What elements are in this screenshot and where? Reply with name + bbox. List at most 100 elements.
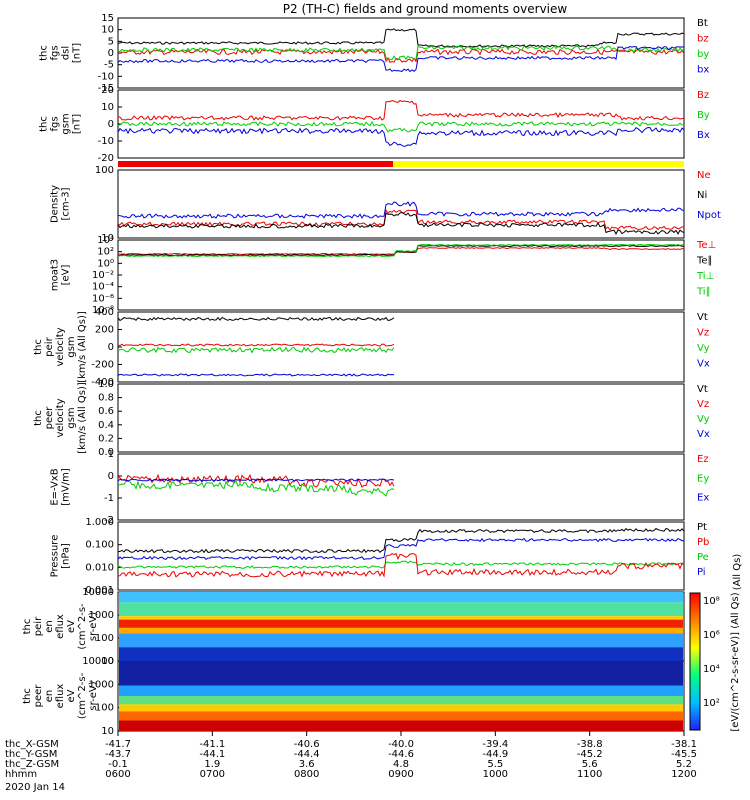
fgs-gsm-ytick: -20 — [98, 153, 114, 164]
peir-spec-ylabel-line: eflux — [55, 614, 66, 639]
density-ylabel-line: [cm-3] — [61, 187, 72, 220]
temperature-legend-entry: Te∥ — [696, 256, 713, 267]
peir-spec-ylabel-line: (cm^2-s- — [77, 603, 88, 650]
peir-spectrogram-band — [119, 619, 683, 628]
chart-title: P2 (TH-C) fields and ground moments over… — [283, 2, 568, 16]
temperature-legend-entry: Ti∥ — [696, 287, 711, 298]
peir-velocity-legend-entry: Vt — [697, 312, 708, 323]
fgs-dsl-legend-entry: by — [697, 49, 709, 60]
peer-velocity-legend-entry: Vy — [697, 414, 710, 425]
temperature-ytick: 10⁻⁸ — [92, 305, 114, 316]
peer-spec-ytick: 10000 — [82, 656, 114, 667]
ez-series — [117, 473, 395, 488]
peer-spectrogram-band — [119, 711, 683, 721]
fgs-gsm-legend-entry: Bz — [697, 90, 709, 101]
peir-spectrogram-band — [119, 616, 683, 620]
density-legend-entry: Ni — [697, 190, 707, 201]
efield-legend-entry: Ez — [697, 454, 709, 465]
x-row-value: 3.6 — [299, 759, 315, 770]
fgs-dsl-ytick: 5 — [108, 36, 114, 47]
bt-series — [117, 28, 685, 48]
fgs-dsl-ytick: 0 — [108, 48, 114, 59]
peir-spectrogram-band — [119, 647, 683, 661]
peer-velocity-legend-entry: Vt — [697, 384, 708, 395]
pressure-legend-entry: Pb — [697, 537, 709, 548]
peer-spec-ylabel-line: peer — [33, 684, 44, 708]
pe-series — [117, 560, 685, 569]
peer-spec-ylabel: thcpeerenefluxeV(cm^2-s-sr-eV) — [22, 672, 99, 719]
panels: 151050-5-10-15thcfgsdsl[nT]Btbzbybx20100… — [22, 13, 743, 737]
peir-spectrogram-band — [119, 627, 683, 634]
peer-velocity-frame — [117, 383, 685, 453]
x-row-value: 1.9 — [204, 759, 220, 770]
peer-spec-ylabel-line: sr-eV) — [88, 681, 99, 710]
x-row-value: -45.5 — [671, 749, 697, 760]
efield-ylabel-line: [mV/m] — [61, 468, 72, 506]
gsm-bz-series — [117, 99, 685, 121]
peir-vz-series — [117, 343, 395, 347]
x-row-value: 0600 — [105, 769, 130, 780]
density-legend-entry: Ne — [697, 170, 711, 181]
x-row-value: -40.6 — [294, 739, 320, 750]
x-row-value: 1200 — [671, 769, 696, 780]
fgs-dsl-ytick: -10 — [98, 71, 114, 82]
pressure-legend-entry: Pt — [697, 522, 707, 533]
peir-spec-ytick: 10 — [101, 656, 114, 667]
peer-velocity-ytick: 0.0 — [98, 447, 114, 458]
density-ylabel-line: Density — [50, 185, 61, 223]
efield-legend-entry: Ex — [697, 493, 709, 504]
x-row-value: 0800 — [294, 769, 319, 780]
x-row-label: thc_Y-GSM — [5, 749, 57, 760]
pt-series — [117, 527, 685, 554]
x-row-value: 4.8 — [393, 759, 409, 770]
peer-velocity-ytick: 0.6 — [98, 406, 114, 417]
efield-ytick: 1 — [108, 449, 114, 460]
efield-ytick: -2 — [104, 515, 114, 526]
peir-vx-series — [117, 373, 395, 377]
pressure-ylabel-line: Pressure — [50, 535, 61, 578]
pressure-ylabel: Pressure[nPa] — [50, 535, 72, 578]
mode-bar-segment — [118, 161, 394, 167]
peer-spec-ylabel-line: eV — [66, 689, 77, 702]
peir-velocity-ylabel-line: velocity — [55, 327, 66, 366]
temperature-ytick: 10⁰ — [97, 258, 114, 269]
pressure-legend-entry: Pi — [697, 567, 706, 578]
fgs-gsm-ylabel-line: [nT] — [72, 114, 83, 134]
efield-ytick: -1 — [104, 493, 114, 504]
fgs-dsl-frame — [117, 17, 685, 89]
x-row-value: -38.8 — [577, 739, 603, 750]
peir-velocity-ylabel-line: [km/s (All Qs)] — [77, 311, 88, 383]
fgs-gsm-legend-entry: Bx — [697, 130, 710, 141]
peer-velocity-legend-entry: Vz — [697, 399, 709, 410]
temperature-legend-entry: Te⊥ — [696, 240, 716, 251]
peer-spectrogram-band — [119, 696, 683, 705]
x-row-value: 1000 — [483, 769, 508, 780]
peir-spectrogram-band — [119, 633, 683, 648]
density-ytick: 100 — [95, 165, 114, 176]
x-row-value: -44.4 — [294, 749, 320, 760]
x-row-value: -39.4 — [482, 739, 508, 750]
fgs-gsm-ytick: 20 — [101, 85, 114, 96]
efield-ylabel: E=-VxB[mV/m] — [50, 468, 72, 506]
fgs-dsl-ylabel-line: [nT] — [72, 43, 83, 63]
pressure-ytick: 0.001 — [85, 585, 114, 596]
efield-ytick: 0 — [108, 471, 114, 482]
x-row-value: -44.1 — [199, 749, 225, 760]
colorbar-label: [eV/(cm^2-s-sr-eV)] (All Qs) — [730, 592, 741, 731]
mode-bar-segment — [393, 161, 684, 167]
x-row-label: hhmm — [5, 769, 37, 780]
fgs-dsl-legend-entry: bz — [697, 34, 709, 45]
x-row-label: thc_Z-GSM — [5, 759, 59, 770]
pressure-frame — [117, 521, 685, 591]
peir-spec-ylabel-line: thc — [22, 619, 33, 635]
peir-spec-ylabel: thcpeirenefluxeV(cm^2-s-sr-eV) — [22, 603, 99, 650]
peir-velocity-ytick: 400 — [95, 307, 114, 318]
x-row-value: -41.7 — [105, 739, 131, 750]
peir-vt-series — [117, 316, 395, 322]
temperature-ytick: 10⁻⁶ — [92, 293, 114, 304]
x-row-value: -45.2 — [577, 749, 603, 760]
pressure-legend-entry: Pe — [697, 552, 709, 563]
pressure-ytick: 1.000 — [85, 517, 114, 528]
x-row-value: 0900 — [388, 769, 413, 780]
x-row-value: -44.6 — [388, 749, 414, 760]
